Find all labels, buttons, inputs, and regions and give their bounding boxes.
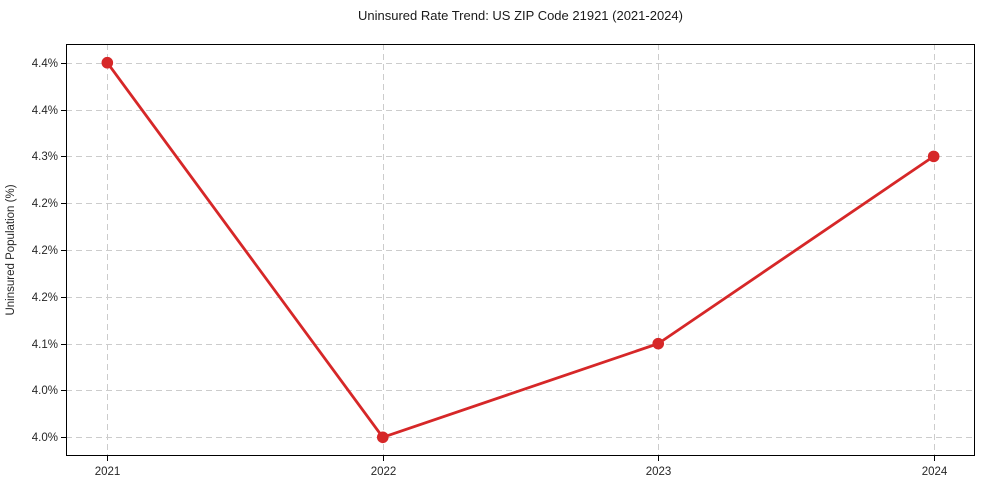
axes-frame: [66, 44, 975, 456]
data-line: [105, 61, 936, 439]
data-point-marker: [927, 150, 940, 163]
data-point-marker: [652, 337, 665, 350]
y-tick-label: 4.2%: [31, 291, 58, 304]
y-tick-label: 4.0%: [31, 384, 58, 397]
x-tick-label: 2021: [94, 466, 121, 478]
y-tick-label: 4.0%: [31, 431, 58, 444]
data-point-marker: [376, 431, 389, 444]
chart-title: Uninsured Rate Trend: US ZIP Code 21921 …: [358, 8, 683, 23]
y-tick-label: 4.3%: [31, 150, 58, 163]
data-point-marker: [101, 56, 114, 69]
x-tick-label: 2023: [645, 466, 672, 478]
y-tick-label: 4.2%: [31, 197, 58, 210]
y-tick-label: 4.4%: [31, 104, 58, 117]
x-tick-label: 2022: [370, 466, 397, 478]
x-tick-label: 2024: [921, 466, 948, 478]
y-tick-label: 4.1%: [31, 338, 58, 351]
y-tick-label: 4.2%: [31, 244, 58, 257]
y-tick-label: 4.4%: [31, 57, 58, 70]
